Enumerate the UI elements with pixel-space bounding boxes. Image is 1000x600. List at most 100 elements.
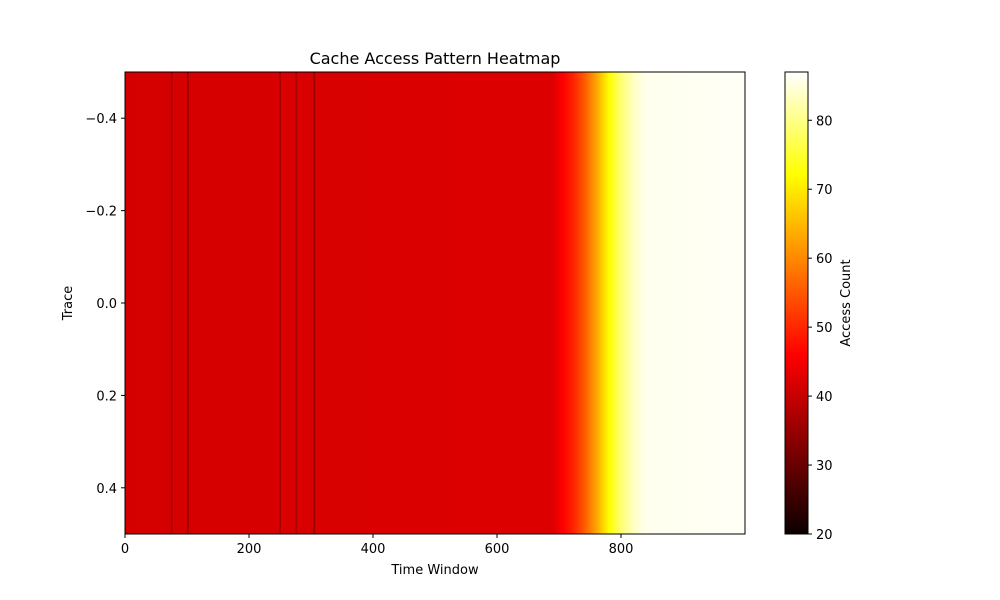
heatmap-cell [735,72,737,534]
heatmap-cell [294,72,297,534]
heatmap-cell [686,72,688,534]
heatmap-cell [660,72,662,534]
heatmap-cell [652,72,654,534]
heatmap-cell [608,72,610,534]
heatmap-cell [255,72,257,534]
heatmap-cell [641,72,643,534]
heatmap-cell [186,72,188,534]
heatmap-cell [560,72,563,534]
chart-title: Cache Access Pattern Heatmap [310,49,561,68]
heatmap-cell [387,72,390,534]
heatmap-cell [324,72,326,534]
heatmap-cell [282,72,284,534]
heatmap-cell [231,72,233,534]
heatmap-cell [459,72,461,534]
heatmap-cell [392,72,395,534]
heatmap-cell [522,72,524,534]
heatmap-cell [494,72,496,534]
heatmap-cell [439,72,441,534]
heatmap-cell [366,72,368,534]
heatmap-cell [126,72,129,534]
heatmap-cell [239,72,241,534]
heatmap-cell [304,72,306,534]
heatmap-cell [436,72,438,534]
heatmap-cell [651,72,653,534]
heatmap-cell [586,72,589,534]
heatmap-cell [614,72,617,534]
heatmap-cell [632,72,634,534]
x-tick-label: 200 [237,542,262,557]
colorbar-axis: 20 30 40 50 60 70 80 [808,114,833,543]
heatmap-cell [742,72,744,534]
heatmap-cell [609,72,611,534]
heatmap-cell [544,72,546,534]
heatmap-cell [523,72,525,534]
heatmap-cell [501,72,504,534]
heatmap-cell [356,72,359,534]
heatmap-cell [719,72,721,534]
heatmap-cell [320,72,322,534]
heatmap-cell [683,72,685,534]
heatmap-cell [264,72,266,534]
heatmap-cell [645,72,648,534]
heatmap-cell [541,72,543,534]
y-axis-label: Trace [61,286,76,322]
heatmap-cell [133,72,135,534]
heatmap-cell [549,72,551,534]
heatmap-cell [672,72,674,534]
heatmap-cell [511,72,513,534]
heatmap-cell [220,72,222,534]
heatmap-cell [741,72,743,534]
y-tick-label: 0.2 [96,389,117,404]
heatmap-cell [446,72,448,534]
heatmap-cell [514,72,516,534]
heatmap-cell [433,72,435,534]
heatmap-cell [727,72,729,534]
colorbar-tick-label: 40 [816,390,833,405]
heatmap-cell [440,72,442,534]
heatmap-cell [162,72,164,534]
heatmap-cell [682,72,684,534]
heatmap-cell [314,72,316,534]
x-tick-label: 800 [609,542,634,557]
heatmap-cell [459,72,462,534]
heatmap-cell [476,72,478,534]
heatmap-cell [396,72,398,534]
heatmap-cell [322,72,324,534]
heatmap-cell [568,72,570,534]
heatmap-cell [668,72,670,534]
heatmap-cell [661,72,664,534]
heatmap-cell [466,72,468,534]
heatmap-cell [612,72,614,534]
heatmap-cell [283,72,285,534]
heatmap-cell [668,72,670,534]
heatmap-cell [139,72,142,534]
heatmap-cell [616,72,618,534]
heatmap-cell [326,72,328,534]
heatmap-cell [244,72,246,534]
heatmap-cell [351,72,354,534]
heatmap-cell [655,72,657,534]
heatmap-cell [544,72,546,534]
heatmap-cell [202,72,204,534]
heatmap-cell [208,72,210,534]
heatmap-cell [448,72,450,534]
heatmap-cell [335,72,337,534]
heatmap-cell [640,72,642,534]
heatmap-cell [575,72,577,534]
heatmap-cell [733,72,735,534]
heatmap-cell [542,72,545,534]
heatmap-cell [656,72,659,534]
heatmap-cell [720,72,723,534]
heatmap-cell [558,72,560,534]
heatmap-cell [619,72,621,534]
heatmap-cell [479,72,481,534]
heatmap-cell [306,72,308,534]
heatmap-cell [363,72,365,534]
heatmap-cell [257,72,259,534]
heatmap-cell [431,72,433,534]
heatmap-cell [683,72,685,534]
heatmap-cell [373,72,375,534]
heatmap-cell [369,72,372,534]
heatmap-stripe [295,72,298,534]
